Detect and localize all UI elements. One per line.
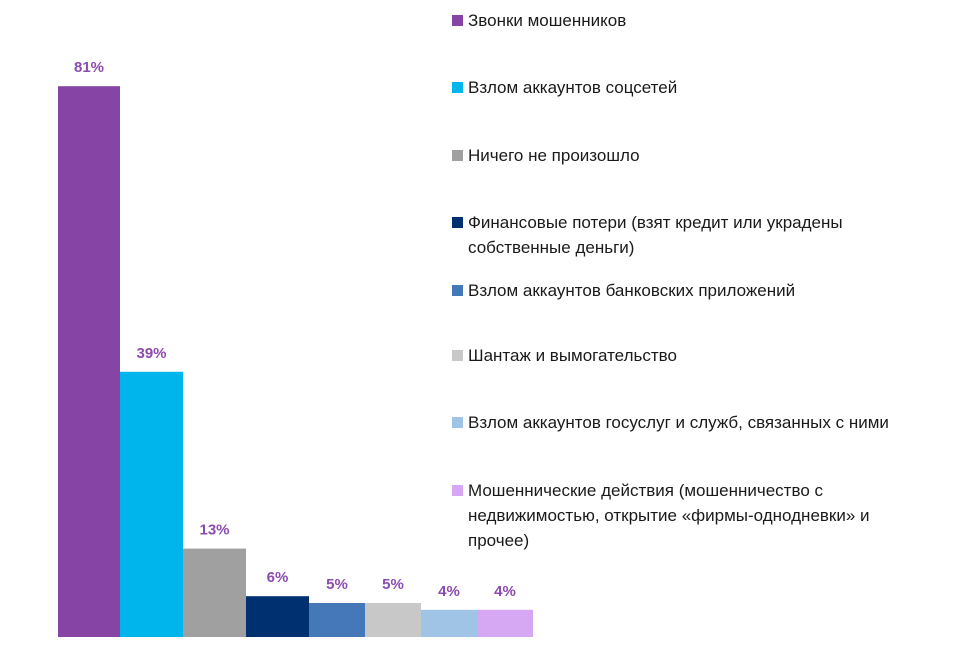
legend-swatch xyxy=(452,285,463,296)
legend-label: Взлом аккаунтов госуслуг и служб, связан… xyxy=(468,413,889,432)
value-label: 81% xyxy=(74,59,104,76)
bar xyxy=(477,609,533,637)
legend-swatch xyxy=(452,82,463,93)
legend-swatch xyxy=(452,15,463,26)
bar xyxy=(183,548,246,637)
value-label: 6% xyxy=(267,569,289,586)
bar xyxy=(246,596,309,637)
legend-swatch xyxy=(452,150,463,161)
value-label: 39% xyxy=(136,345,166,362)
legend-label: Взлом аккаунтов банковских приложений xyxy=(468,281,796,300)
legend-swatch xyxy=(452,217,463,228)
value-label: 13% xyxy=(199,522,229,539)
legend-label: Мошеннические действия (мошенничество с … xyxy=(468,481,870,550)
value-label: 4% xyxy=(494,583,516,600)
bar xyxy=(58,86,120,637)
legend-label: Финансовые потери (взят кредит или украд… xyxy=(468,213,843,257)
legend-item: Финансовые потери (взят кредит или украд… xyxy=(452,210,922,260)
value-label: 4% xyxy=(438,583,460,600)
legend-label: Звонки мошенников xyxy=(468,11,627,30)
legend-label: Шантаж и вымогательство xyxy=(468,346,677,365)
value-label: 5% xyxy=(326,576,348,593)
bar xyxy=(365,603,421,637)
legend-label: Ничего не произошло xyxy=(468,146,640,165)
bar xyxy=(120,371,183,637)
bar xyxy=(421,609,477,637)
legend-item: Взлом аккаунтов соцсетей xyxy=(452,75,922,100)
legend-swatch xyxy=(452,417,463,428)
legend-item: Взлом аккаунтов госуслуг и служб, связан… xyxy=(452,410,922,435)
value-label: 5% xyxy=(382,576,404,593)
legend-item: Шантаж и вымогательство xyxy=(452,343,922,368)
legend-item: Мошеннические действия (мошенничество с … xyxy=(452,478,922,553)
legend-swatch xyxy=(452,485,463,496)
legend-label: Взлом аккаунтов соцсетей xyxy=(468,78,678,97)
bar xyxy=(309,603,365,637)
legend-item: Ничего не произошло xyxy=(452,143,922,168)
legend-item: Звонки мошенников xyxy=(452,8,922,33)
legend-item: Взлом аккаунтов банковских приложений xyxy=(452,278,922,303)
legend-swatch xyxy=(452,350,463,361)
